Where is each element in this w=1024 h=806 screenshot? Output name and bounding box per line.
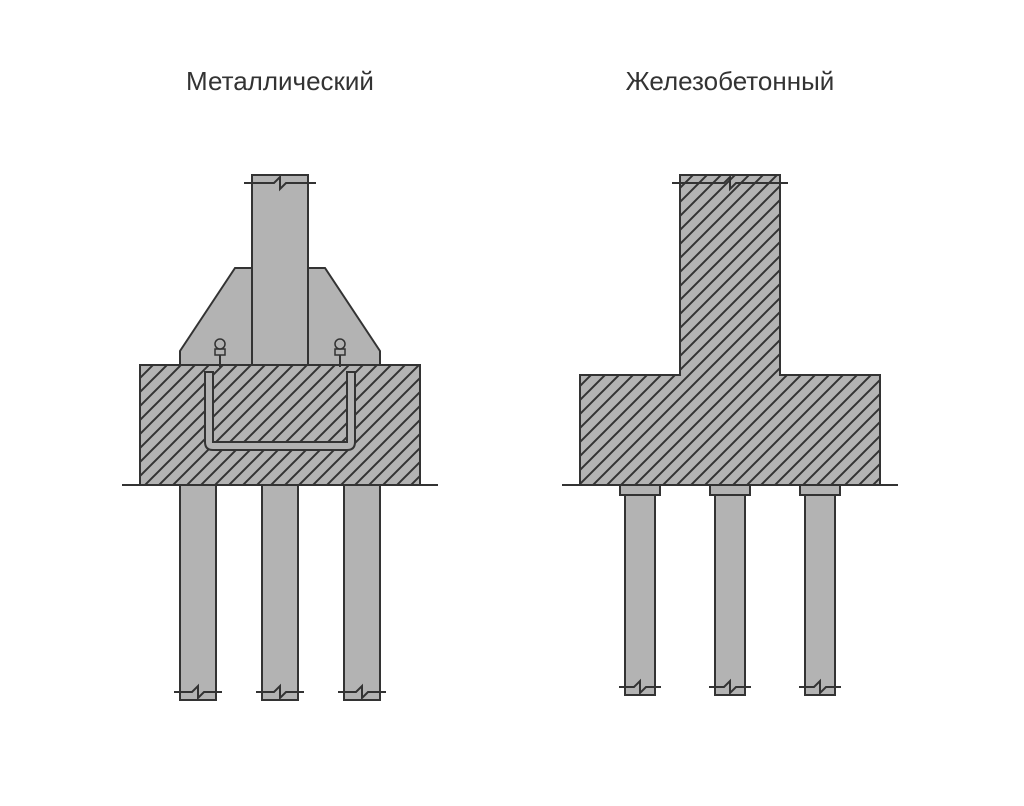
pile [715,495,745,695]
diagram-page: { "canvas": { "width": 1024, "height": 8… [0,0,1024,806]
pile [262,485,298,700]
steel-column [252,175,308,365]
bolt-head [215,339,225,349]
label-metal: Металлический [186,66,374,96]
bolt-nut [335,349,345,355]
bolt-head [335,339,345,349]
concrete-column-and-cap [580,175,880,485]
drawing-layer [122,175,898,700]
pile-cap [140,365,420,485]
pile [344,485,380,700]
pile [180,485,216,700]
bolt-nut [215,349,225,355]
pile [805,495,835,695]
label-concrete: Железобетонный [626,66,835,96]
pile [625,495,655,695]
foundation-diagrams: Металлический Железобетонный [0,0,1024,806]
